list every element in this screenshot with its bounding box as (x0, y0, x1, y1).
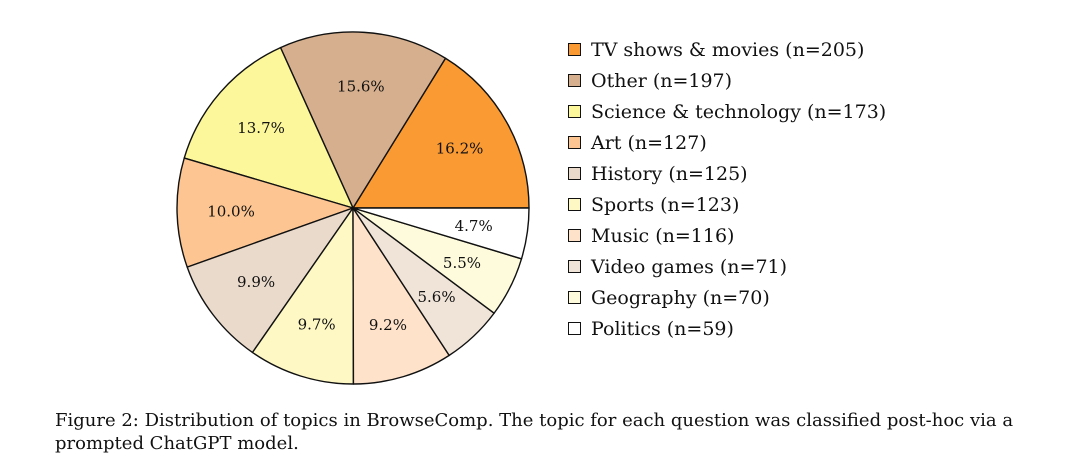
slice-percent-label: 9.2% (369, 316, 407, 334)
legend-label: Politics (n=59) (591, 317, 734, 340)
legend-item: Geography (n=70) (568, 282, 886, 313)
pie-slice (186, 207, 354, 354)
legend-label: TV shows & movies (n=205) (591, 38, 865, 61)
legend-item: History (n=125) (568, 158, 886, 189)
slice-percent-label: 4.7% (455, 217, 493, 235)
legend-swatch (568, 229, 581, 242)
pie-slice (352, 207, 450, 385)
slice-percent-label: 16.2% (436, 140, 484, 158)
legend-swatch (568, 291, 581, 304)
legend-item: Other (n=197) (568, 65, 886, 96)
legend-label: History (n=125) (591, 162, 748, 185)
slice-percent-label: 9.7% (298, 315, 336, 333)
legend-swatch (568, 322, 581, 335)
legend-swatch (568, 43, 581, 56)
legend-item: TV shows & movies (n=205) (568, 34, 886, 65)
legend-swatch (568, 136, 581, 149)
legend-label: Music (n=116) (591, 224, 735, 247)
legend-label: Video games (n=71) (591, 255, 788, 278)
slice-percent-label: 15.6% (337, 77, 385, 95)
slice-percent-label: 10.0% (207, 202, 255, 220)
legend: TV shows & movies (n=205) Other (n=197) Sc… (568, 34, 886, 344)
pie-slice (279, 31, 447, 209)
legend-swatch (568, 74, 581, 87)
figure-caption: Figure 2: Distribution of topics in Brow… (55, 410, 1014, 454)
legend-item: Art (n=127) (568, 127, 886, 158)
pie-slice (352, 207, 530, 260)
slice-percent-label: 13.7% (237, 119, 285, 137)
legend-item: Music (n=116) (568, 220, 886, 251)
pie-slice (183, 46, 354, 209)
legend-swatch (568, 105, 581, 118)
legend-item: Politics (n=59) (568, 313, 886, 344)
pie-slice (176, 157, 354, 268)
legend-label: Other (n=197) (591, 69, 733, 92)
legend-swatch (568, 167, 581, 180)
pie-slice (352, 57, 530, 209)
legend-label: Sports (n=123) (591, 193, 740, 216)
slice-percent-label: 5.6% (417, 288, 455, 306)
legend-label: Art (n=127) (591, 131, 707, 154)
legend-label: Science & technology (n=173) (591, 100, 887, 123)
slice-percent-label: 9.9% (237, 273, 275, 291)
legend-label: Geography (n=70) (591, 286, 770, 309)
pie-slice (251, 207, 355, 385)
legend-item: Science & technology (n=173) (568, 96, 886, 127)
legend-item: Sports (n=123) (568, 189, 886, 220)
pie-chart: 16.2% 15.6% 13.7% 10.0% 9.9% 9.7% 9.2% 5.6% 5.5%… (176, 31, 530, 385)
legend-item: Video games (n=71) (568, 251, 886, 282)
legend-swatch (568, 198, 581, 211)
slice-percent-label: 5.5% (443, 254, 481, 272)
legend-swatch (568, 260, 581, 273)
